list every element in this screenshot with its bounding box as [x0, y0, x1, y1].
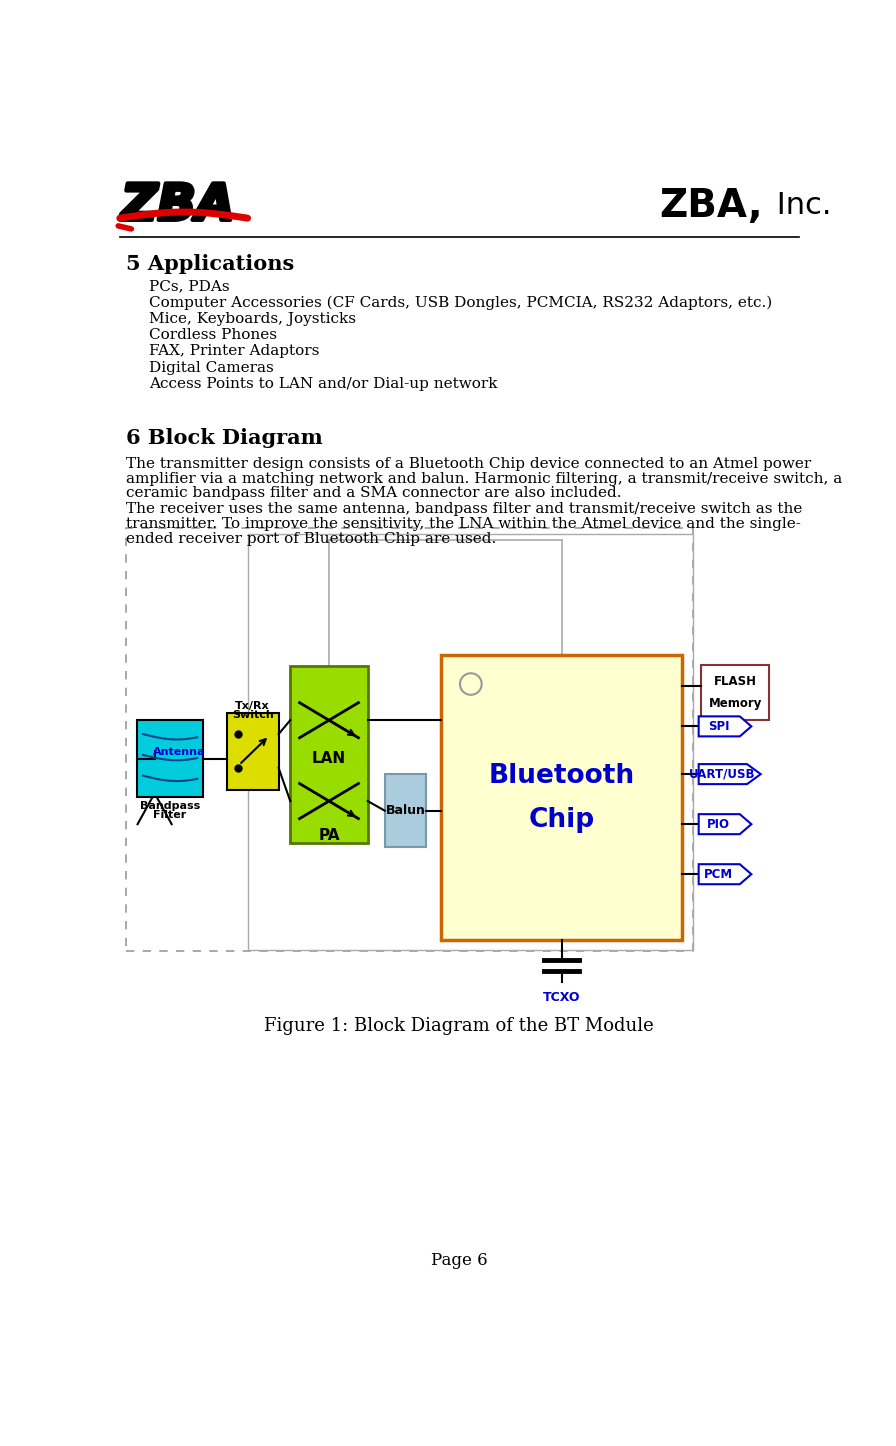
Text: Chip: Chip: [529, 807, 595, 833]
Bar: [247, 534, 694, 950]
Bar: [126, 528, 694, 951]
Text: PCs, PDAs: PCs, PDAs: [150, 279, 230, 294]
Bar: [290, 667, 367, 843]
Text: Balun: Balun: [385, 804, 426, 817]
Text: Cordless Phones: Cordless Phones: [150, 328, 277, 343]
Text: Figure 1: Block Diagram of the BT Module: Figure 1: Block Diagram of the BT Module: [264, 1017, 654, 1035]
Text: FAX, Printer Adaptors: FAX, Printer Adaptors: [150, 344, 320, 359]
Polygon shape: [699, 865, 752, 885]
Polygon shape: [699, 716, 752, 736]
Text: ended receiver port of Bluetooth Chip are used.: ended receiver port of Bluetooth Chip ar…: [126, 532, 496, 545]
Text: FLASH: FLASH: [713, 675, 756, 688]
Text: Filter: Filter: [153, 810, 186, 820]
Text: Digital Cameras: Digital Cameras: [150, 360, 274, 375]
Text: Access Points to LAN and/or Dial-up network: Access Points to LAN and/or Dial-up netw…: [150, 377, 497, 390]
Text: Tx/Rx: Tx/Rx: [236, 701, 270, 711]
Text: UART/USB: UART/USB: [689, 768, 755, 781]
Text: Switch: Switch: [232, 710, 273, 720]
Text: ceramic bandpass filter and a SMA connector are also included.: ceramic bandpass filter and a SMA connec…: [126, 486, 622, 500]
Bar: [137, 720, 203, 797]
Text: Antenna: Antenna: [153, 748, 205, 758]
Text: 5 Applications: 5 Applications: [126, 254, 294, 275]
Polygon shape: [699, 763, 761, 784]
Text: TCXO: TCXO: [543, 992, 581, 1005]
Text: Bandpass: Bandpass: [140, 801, 200, 811]
Text: The receiver uses the same antenna, bandpass filter and transmit/receive switch : The receiver uses the same antenna, band…: [126, 502, 802, 516]
Bar: [384, 774, 426, 847]
Text: The transmitter design consists of a Bluetooth Chip device connected to an Atmel: The transmitter design consists of a Blu…: [126, 457, 811, 471]
Text: PIO: PIO: [707, 817, 730, 830]
Text: Page 6: Page 6: [431, 1252, 487, 1268]
Text: 6 Block Diagram: 6 Block Diagram: [126, 428, 323, 448]
Text: PCM: PCM: [704, 868, 733, 881]
Bar: [701, 665, 769, 720]
Bar: [442, 655, 682, 940]
Bar: [227, 713, 279, 790]
Text: Bluetooth: Bluetooth: [488, 762, 634, 788]
Text: SPI: SPI: [708, 720, 729, 733]
Text: PA: PA: [318, 829, 340, 843]
Text: Mice, Keyboards, Joysticks: Mice, Keyboards, Joysticks: [150, 312, 357, 327]
Text: Memory: Memory: [709, 697, 762, 710]
Text: amplifier via a matching network and balun. Harmonic filtering, a transmit/recei: amplifier via a matching network and bal…: [126, 471, 842, 486]
Text: LAN: LAN: [312, 752, 346, 766]
Polygon shape: [699, 814, 752, 834]
Text: ZBA,: ZBA,: [659, 187, 763, 226]
Text: Computer Accessories (CF Cards, USB Dongles, PCMCIA, RS232 Adaptors, etc.): Computer Accessories (CF Cards, USB Dong…: [150, 296, 772, 311]
Text: Inc.: Inc.: [767, 191, 831, 220]
Text: transmitter. To improve the sensitivity, the LNA within the Atmel device and the: transmitter. To improve the sensitivity,…: [126, 516, 801, 531]
Text: ZBA: ZBA: [121, 182, 235, 230]
